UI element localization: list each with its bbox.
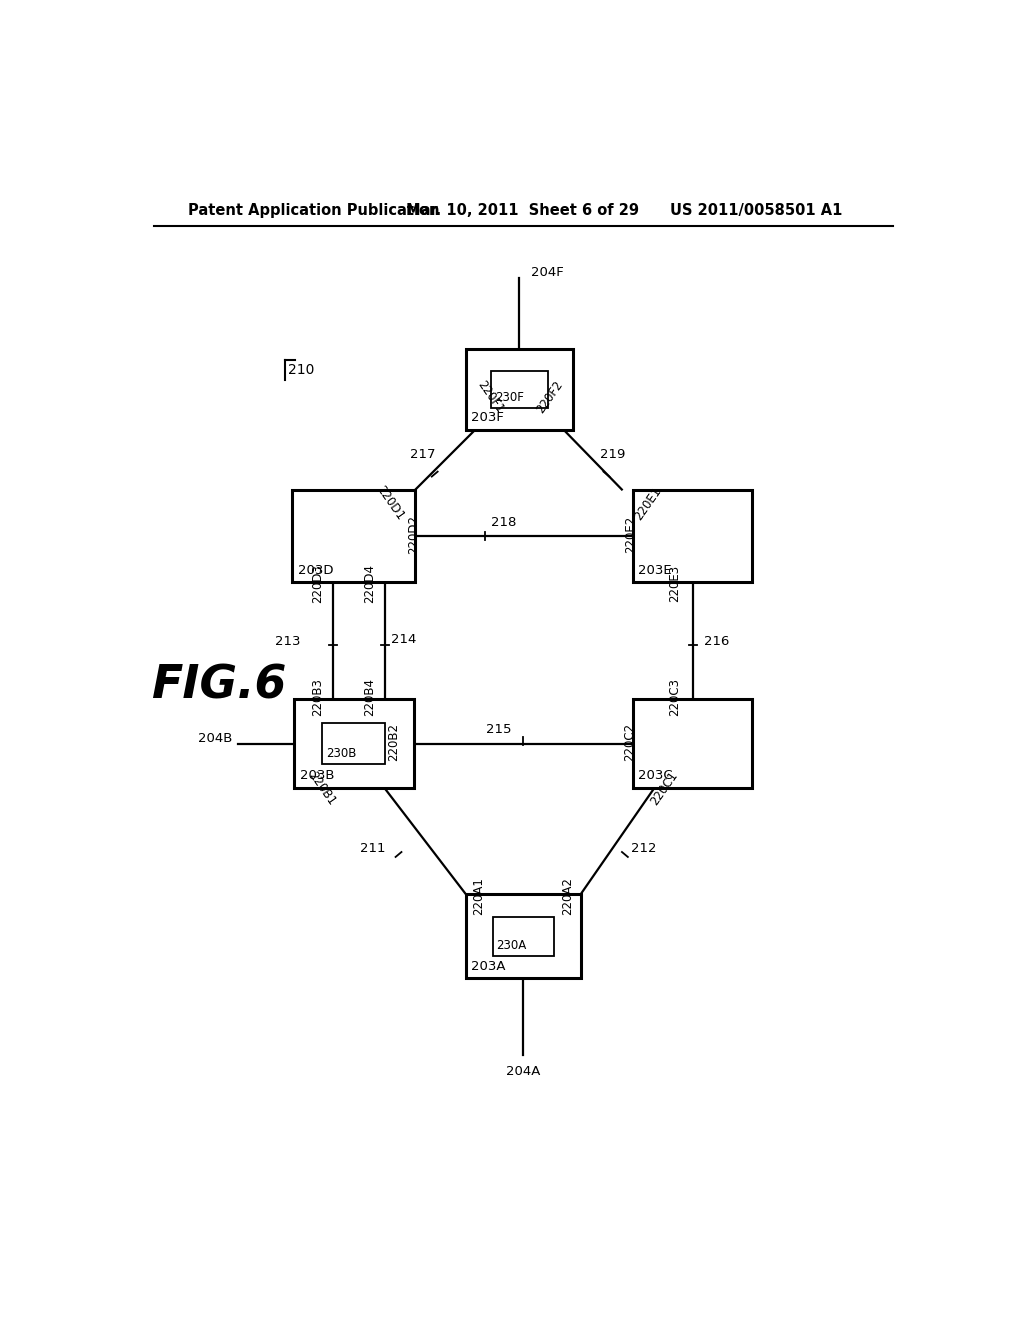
Text: 219: 219 <box>600 449 626 462</box>
Bar <box>466 894 581 978</box>
Bar <box>292 490 416 582</box>
Text: 220B3: 220B3 <box>311 678 325 717</box>
Bar <box>490 371 548 408</box>
Text: 203B: 203B <box>300 770 334 783</box>
Text: 220E1: 220E1 <box>632 484 664 523</box>
Text: 203D: 203D <box>298 564 333 577</box>
Text: 220D2: 220D2 <box>408 515 421 553</box>
Text: 230F: 230F <box>495 391 523 404</box>
Text: 220D1: 220D1 <box>374 483 407 523</box>
Text: 220F1: 220F1 <box>475 379 507 416</box>
Text: 218: 218 <box>490 516 516 529</box>
Text: 217: 217 <box>410 449 435 462</box>
Text: 220C2: 220C2 <box>623 723 636 762</box>
Text: 220C1: 220C1 <box>648 770 680 808</box>
Text: 203E: 203E <box>638 564 672 577</box>
Text: 203C: 203C <box>638 770 673 783</box>
Text: 220A2: 220A2 <box>561 876 574 915</box>
Text: 212: 212 <box>631 842 656 855</box>
Text: 213: 213 <box>275 635 301 648</box>
Text: 230A: 230A <box>497 939 526 952</box>
Text: Patent Application Publication: Patent Application Publication <box>188 203 440 218</box>
Text: 220B2: 220B2 <box>387 723 400 762</box>
Text: 220B1: 220B1 <box>305 770 338 808</box>
Bar <box>633 700 753 788</box>
Text: 230B: 230B <box>326 747 356 760</box>
Text: 216: 216 <box>705 635 729 648</box>
Text: 220D3: 220D3 <box>311 564 325 603</box>
Bar <box>493 916 554 956</box>
Text: 220A1: 220A1 <box>472 876 485 915</box>
Text: 214: 214 <box>391 634 416 647</box>
Bar <box>633 490 753 582</box>
Text: 204B: 204B <box>198 731 232 744</box>
Text: 211: 211 <box>360 842 385 855</box>
Text: 220B4: 220B4 <box>362 678 376 717</box>
Bar <box>466 348 573 430</box>
Text: 204F: 204F <box>531 265 563 279</box>
Text: 215: 215 <box>486 723 512 737</box>
Text: 220C3: 220C3 <box>669 678 681 717</box>
Text: 220E3: 220E3 <box>669 565 681 602</box>
Text: 204A: 204A <box>506 1065 541 1078</box>
Text: 203F: 203F <box>471 412 504 425</box>
Text: 220E2: 220E2 <box>625 516 638 553</box>
Bar <box>323 723 385 764</box>
Text: 210: 210 <box>289 363 314 378</box>
Text: FIG.6: FIG.6 <box>152 664 287 709</box>
Bar <box>294 700 414 788</box>
Text: Mar. 10, 2011  Sheet 6 of 29: Mar. 10, 2011 Sheet 6 of 29 <box>407 203 639 218</box>
Text: 220F2: 220F2 <box>535 379 566 416</box>
Text: US 2011/0058501 A1: US 2011/0058501 A1 <box>670 203 842 218</box>
Text: 220D4: 220D4 <box>362 564 376 603</box>
Text: 203A: 203A <box>471 960 506 973</box>
